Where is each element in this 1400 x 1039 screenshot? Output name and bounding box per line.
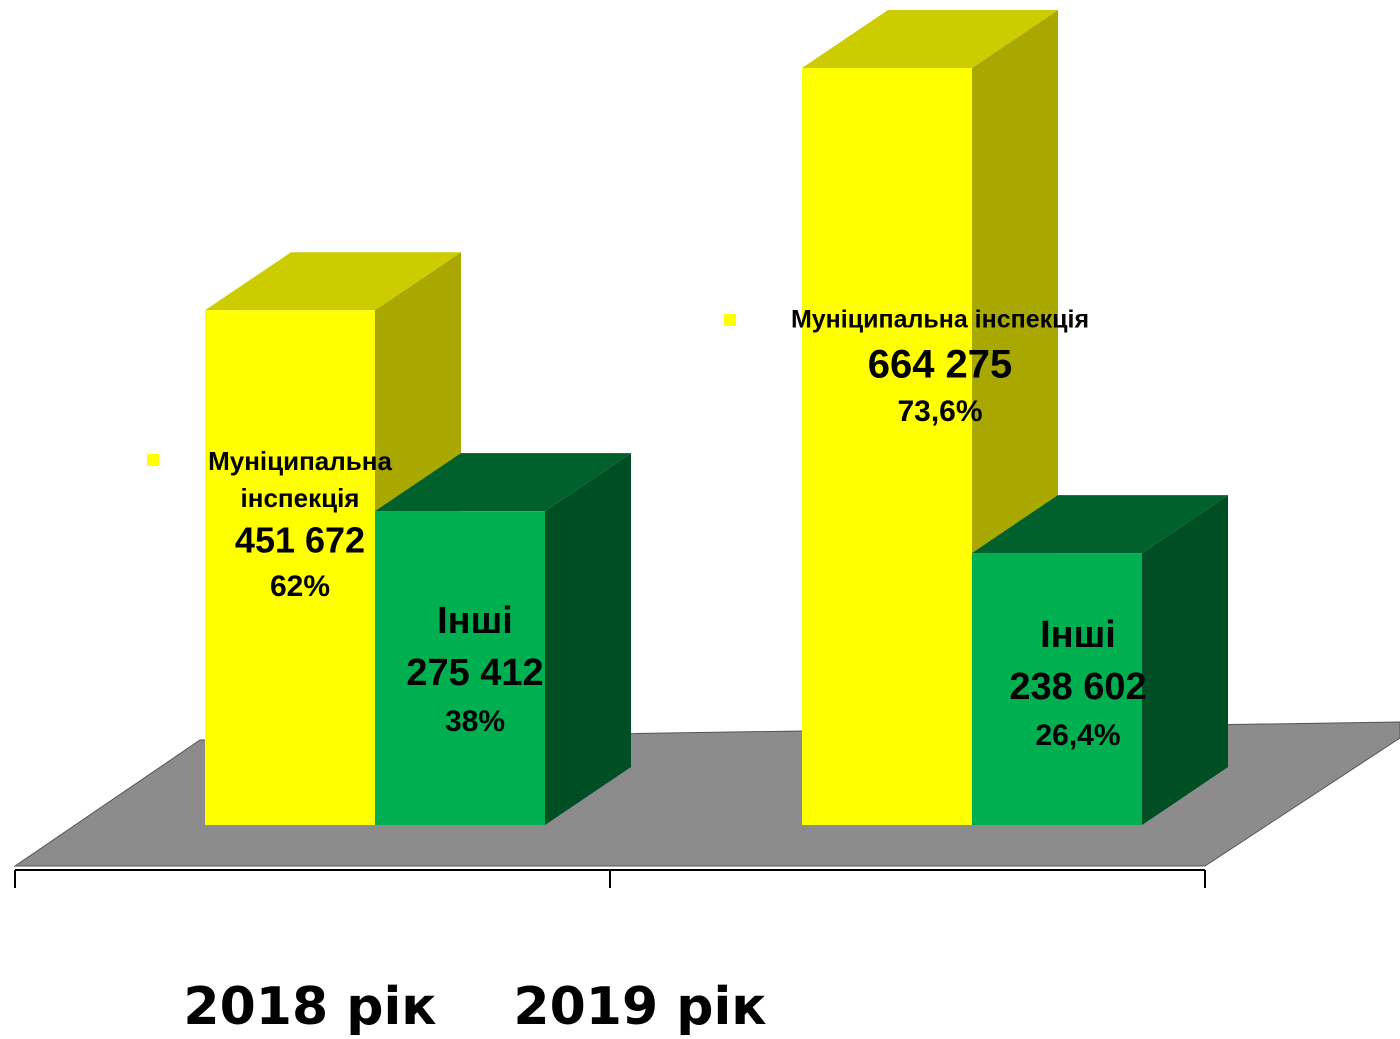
bar-side bbox=[545, 453, 631, 825]
share-label: 73,6% bbox=[897, 395, 982, 428]
value-label: 664 275 bbox=[868, 343, 1013, 387]
series-label: Інші bbox=[1040, 614, 1116, 656]
bar-top bbox=[205, 252, 461, 311]
bar-top bbox=[375, 453, 631, 512]
bar-front bbox=[972, 553, 1142, 825]
value-label: 238 602 bbox=[1009, 666, 1146, 708]
bar-side bbox=[1142, 495, 1228, 825]
x-tick-label: 2019 рік bbox=[513, 977, 766, 1037]
bar bbox=[375, 453, 631, 825]
bar-top bbox=[972, 495, 1228, 554]
series-label: Муніципальна інспекція bbox=[791, 306, 1089, 334]
share-label: 38% bbox=[445, 705, 505, 738]
bar-top bbox=[802, 10, 1058, 68]
bar bbox=[972, 495, 1228, 825]
series-label: Інші bbox=[437, 600, 513, 642]
value-label: 275 412 bbox=[406, 652, 543, 694]
x-tick-label: 2018 рік bbox=[183, 977, 436, 1037]
legend-marker bbox=[724, 314, 736, 326]
bar-front bbox=[375, 511, 545, 825]
share-label: 62% bbox=[270, 570, 330, 603]
legend-marker bbox=[147, 454, 159, 466]
value-label: 451 672 bbox=[235, 520, 365, 561]
bar-front bbox=[802, 68, 972, 825]
series-label: Муніципальна інспекція bbox=[208, 446, 392, 513]
share-label: 26,4% bbox=[1035, 719, 1120, 752]
bar-front bbox=[205, 310, 375, 825]
